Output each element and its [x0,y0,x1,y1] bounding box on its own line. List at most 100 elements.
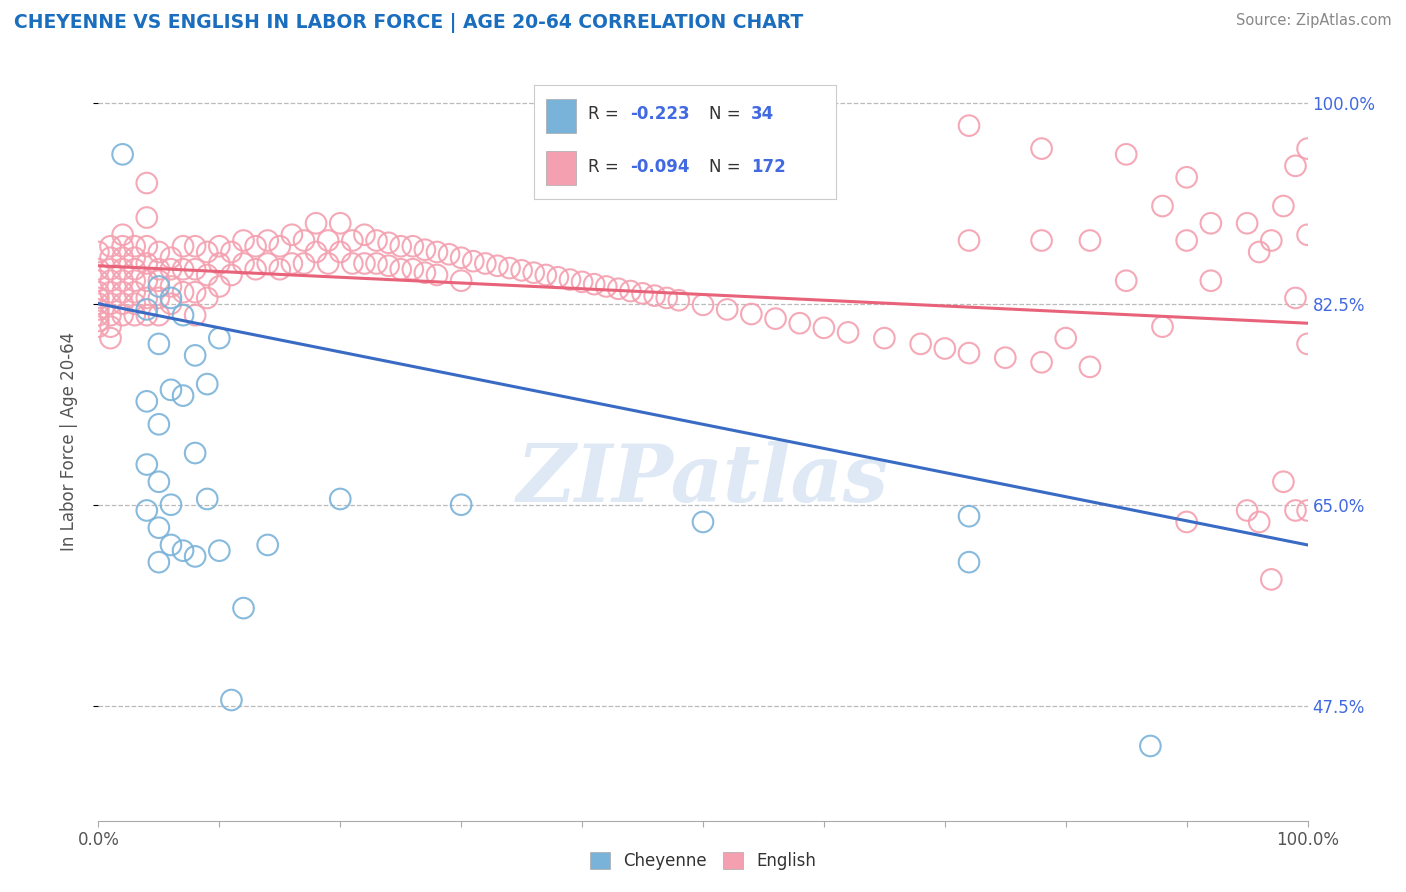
Point [160,262,183,277]
Point [87,244,110,259]
Point [910,337,932,351]
Point [208,239,231,253]
Point [716,302,738,317]
Point [184,308,207,322]
Point [1249,515,1271,529]
Point [221,244,243,259]
Point [124,251,146,265]
Point [595,279,617,293]
Point [269,262,291,277]
Point [292,234,315,248]
Point [994,351,1017,365]
Point [281,227,304,242]
Point [873,331,896,345]
Point [329,216,352,230]
Point [463,254,485,268]
Point [1031,355,1053,369]
Point [100,319,122,334]
Point [1152,319,1174,334]
Point [607,282,630,296]
Point [160,291,183,305]
Point [135,291,157,305]
Point [957,346,980,360]
Point [111,239,134,253]
Point [135,302,157,317]
Point [148,555,170,569]
Point [87,285,110,300]
Point [377,259,399,273]
Point [389,239,412,253]
Point [1115,274,1137,288]
Point [1236,503,1258,517]
Point [148,244,170,259]
Point [1031,142,1053,156]
Point [426,268,449,282]
Point [342,256,364,270]
Point [1296,142,1319,156]
Point [195,268,218,282]
Point [160,296,183,310]
Point [329,244,352,259]
Point [124,285,146,300]
Point [1199,274,1222,288]
Point [124,262,146,277]
Point [135,239,157,253]
Point [87,314,110,328]
Point [195,244,218,259]
Point [111,285,134,300]
Text: Source: ZipAtlas.com: Source: ZipAtlas.com [1236,13,1392,29]
Point [510,263,533,277]
Point [172,239,194,253]
Point [195,491,218,506]
Point [100,296,122,310]
Point [87,291,110,305]
Point [353,256,375,270]
Point [957,119,980,133]
Point [1139,739,1161,753]
Point [256,234,278,248]
Point [184,239,207,253]
Point [135,256,157,270]
Point [148,262,170,277]
Point [172,388,194,402]
Point [1284,159,1306,173]
Point [100,331,122,345]
Point [124,308,146,322]
Point [208,279,231,293]
Point [547,270,569,285]
Point [292,256,315,270]
Point [316,256,339,270]
Point [523,266,546,280]
Point [184,262,207,277]
Point [256,256,278,270]
Point [135,308,157,322]
Point [100,274,122,288]
Point [87,308,110,322]
Point [232,256,254,270]
Point [135,394,157,409]
Point [1296,227,1319,242]
Point [1152,199,1174,213]
Point [1236,216,1258,230]
Point [571,275,593,289]
Point [668,293,690,308]
Point [160,383,183,397]
Point [402,239,425,253]
Y-axis label: In Labor Force | Age 20-64: In Labor Force | Age 20-64 [59,332,77,551]
Point [450,498,472,512]
Point [486,259,509,273]
Point [353,227,375,242]
Point [366,256,388,270]
Point [631,286,654,301]
Point [100,251,122,265]
Point [172,543,194,558]
Point [111,262,134,277]
Point [245,239,267,253]
Point [342,234,364,248]
Point [208,331,231,345]
Point [135,503,157,517]
Point [1199,216,1222,230]
Point [256,538,278,552]
Point [558,272,581,286]
Point [1260,573,1282,587]
